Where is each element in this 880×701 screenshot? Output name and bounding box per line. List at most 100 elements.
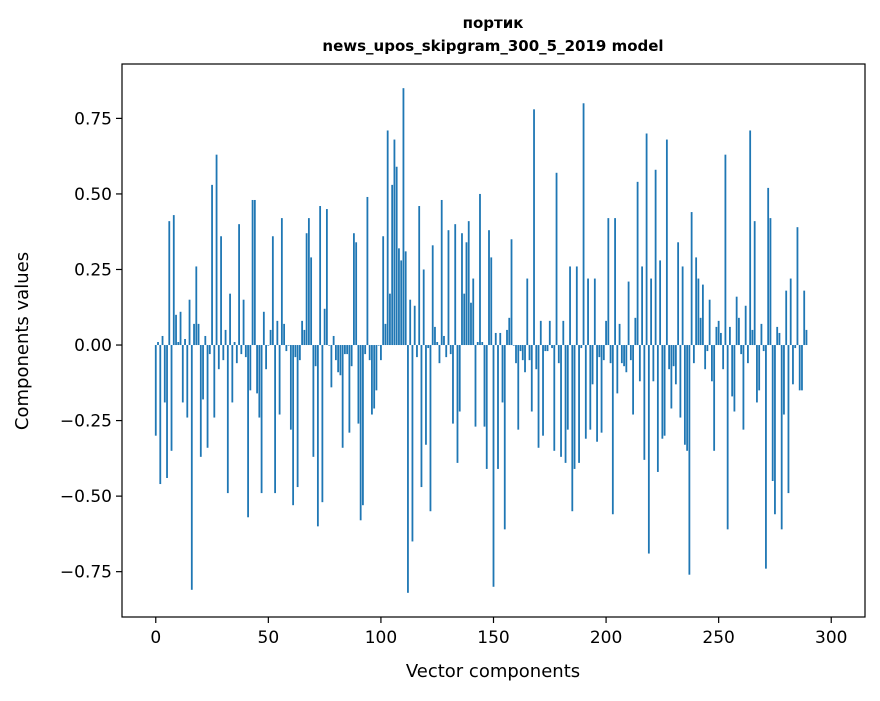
- bar: [672, 345, 675, 367]
- bar: [233, 342, 236, 346]
- bar: [720, 332, 722, 346]
- bar: [575, 266, 578, 346]
- bar: [539, 320, 542, 346]
- bar: [695, 257, 698, 346]
- bar: [738, 317, 740, 346]
- bar: [647, 345, 650, 554]
- bar: [330, 345, 333, 388]
- bar: [711, 345, 713, 382]
- bar: [623, 345, 625, 367]
- bar: [663, 345, 666, 436]
- bar: [587, 278, 589, 346]
- bar: [756, 345, 758, 403]
- bar: [274, 345, 276, 494]
- bar: [267, 345, 270, 346]
- bar: [202, 345, 204, 400]
- bar: [760, 323, 763, 346]
- bar: [751, 329, 754, 346]
- bar: [512, 345, 515, 346]
- bar: [344, 345, 346, 355]
- bar: [175, 314, 177, 346]
- bar: [271, 236, 274, 346]
- bar: [269, 329, 272, 346]
- bar: [188, 299, 191, 346]
- y-axis-ticks: 0.75 0.50 0.25 0.00 −0.25 −0.50 −0.75: [60, 109, 122, 583]
- bar: [573, 345, 576, 469]
- bar: [625, 345, 628, 373]
- bar: [733, 345, 736, 412]
- bar: [548, 320, 551, 346]
- bar: [289, 345, 292, 430]
- plot-frame: [121, 63, 866, 618]
- bar: [305, 233, 308, 346]
- y-axis-label: Components values: [12, 252, 33, 430]
- bar: [499, 332, 502, 346]
- bar: [332, 335, 335, 346]
- bar: [339, 345, 342, 376]
- bar: [798, 345, 801, 391]
- chart-title-line1: портик: [463, 14, 524, 32]
- bar: [546, 345, 549, 352]
- bar: [557, 345, 560, 364]
- bar: [262, 311, 265, 346]
- bar: [179, 311, 182, 346]
- bar: [629, 345, 632, 361]
- bar: [501, 345, 504, 403]
- bar: [571, 345, 574, 512]
- bar: [661, 345, 664, 439]
- bar: [440, 199, 443, 346]
- x-tick-label: 50: [258, 628, 280, 648]
- bar: [429, 345, 432, 512]
- bar: [690, 212, 693, 346]
- bar: [497, 345, 499, 469]
- bar: [683, 345, 686, 445]
- bar: [582, 103, 585, 346]
- bar: [593, 278, 596, 346]
- bar: [638, 345, 641, 382]
- bar: [168, 221, 171, 346]
- bar: [409, 299, 412, 346]
- bar: [609, 345, 612, 364]
- bar: [445, 345, 448, 358]
- bar: [598, 345, 601, 358]
- bar: [400, 260, 403, 346]
- bar: [443, 335, 445, 346]
- bar: [211, 184, 213, 346]
- bar: [510, 239, 513, 346]
- bar: [280, 218, 283, 346]
- bar: [215, 154, 218, 346]
- bar: [319, 206, 322, 346]
- bar: [805, 329, 808, 346]
- bar: [346, 345, 349, 355]
- bar: [665, 139, 668, 346]
- bar: [434, 326, 436, 346]
- bar: [204, 335, 207, 346]
- bar: [686, 345, 689, 451]
- bar: [796, 227, 799, 346]
- bar: [384, 323, 387, 346]
- bar: [774, 345, 776, 515]
- bar: [681, 266, 684, 346]
- bar: [524, 345, 526, 373]
- bar: [197, 323, 200, 346]
- chart-title-line2: news_upos_skipgram_300_5_2019 model: [322, 37, 663, 55]
- bar: [389, 293, 391, 346]
- bar: [161, 335, 164, 346]
- y-tick-label: −0.75: [60, 563, 112, 583]
- bar: [762, 345, 765, 352]
- bar: [307, 218, 310, 346]
- bar: [353, 233, 355, 346]
- bar: [166, 345, 168, 478]
- bar: [422, 269, 425, 346]
- bar: [229, 293, 231, 346]
- x-axis-ticks: 0 50 100 150 200 250 300: [150, 617, 847, 648]
- bar: [449, 345, 452, 355]
- bar: [542, 345, 544, 436]
- bar: [765, 345, 767, 569]
- bar: [668, 345, 671, 370]
- bar: [706, 345, 709, 352]
- bar: [526, 278, 529, 346]
- bar: [614, 218, 616, 346]
- bar: [260, 345, 263, 494]
- bar: [713, 345, 716, 451]
